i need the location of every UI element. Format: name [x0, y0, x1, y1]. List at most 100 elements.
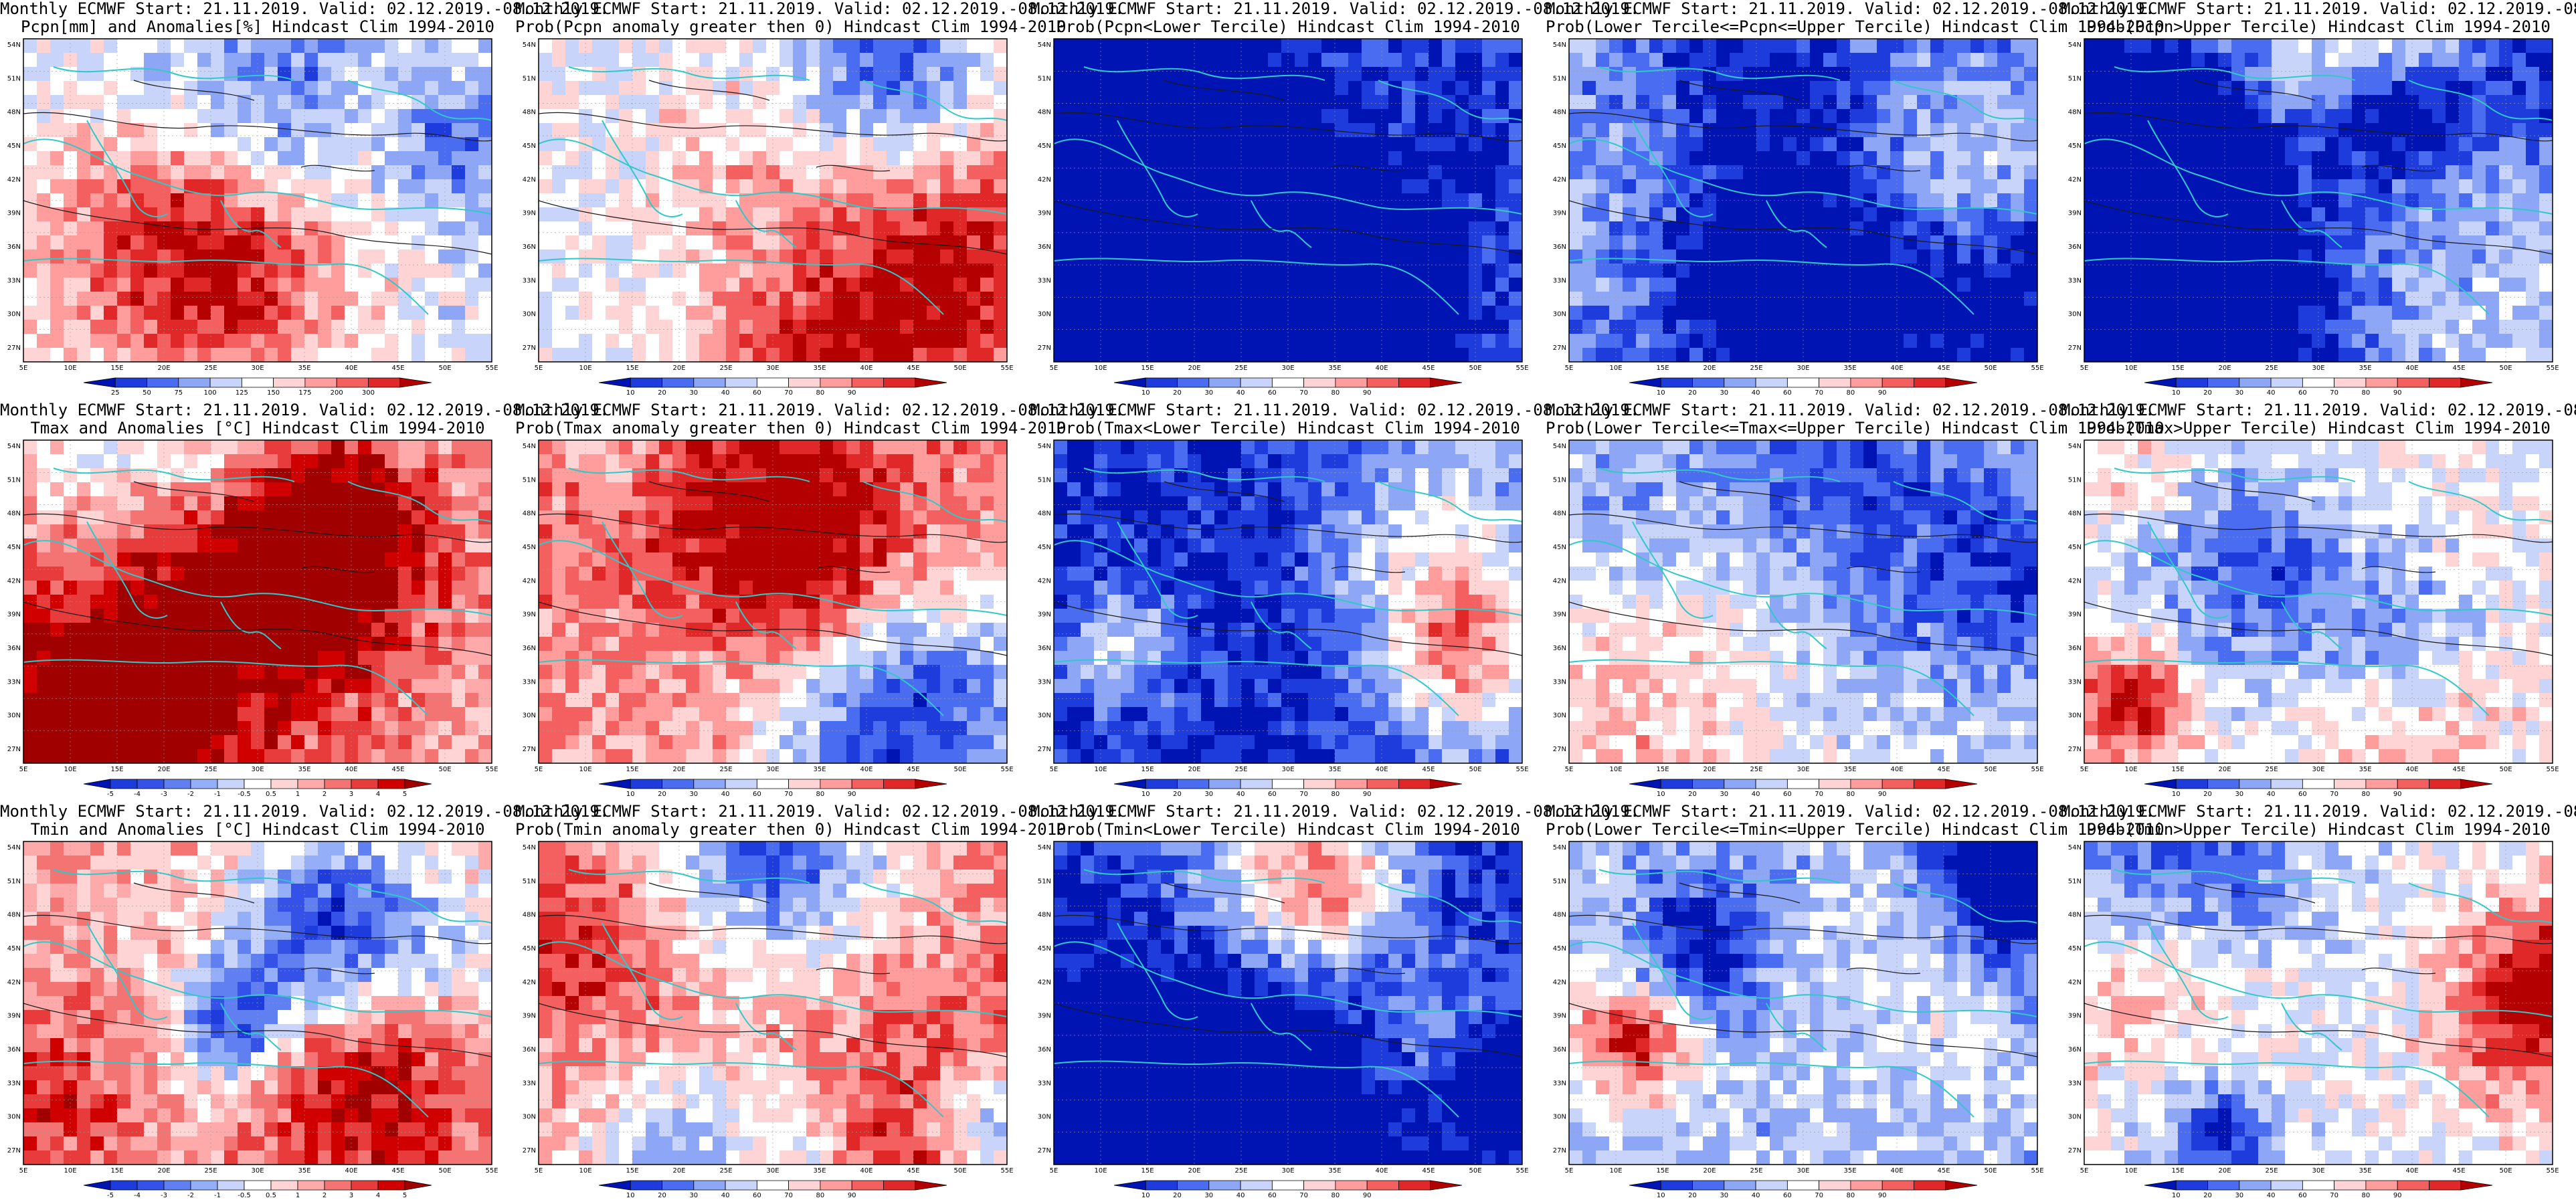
field-cell: [90, 53, 104, 68]
field-cell: [2178, 67, 2192, 82]
field-cell: [23, 623, 37, 637]
field-cell: [913, 179, 927, 194]
field-cell: [452, 95, 466, 110]
field-cell: [686, 306, 700, 320]
field-cell: [345, 637, 359, 651]
field-cell: [1455, 249, 1469, 264]
field-cell: [1281, 292, 1295, 306]
field-cell: [539, 249, 553, 264]
field-cell: [171, 524, 185, 539]
field-cell: [304, 278, 318, 292]
field-cell: [967, 179, 981, 194]
field-cell: [2379, 249, 2393, 264]
field-cell: [64, 637, 78, 651]
colorbar-label: 30: [2235, 389, 2243, 397]
field-cell: [1147, 264, 1162, 278]
field-cell: [144, 482, 158, 497]
field-cell: [264, 651, 278, 666]
field-cell: [2205, 292, 2219, 306]
field-cell: [713, 39, 727, 54]
field-cell: [23, 510, 37, 525]
field-cell: [77, 292, 91, 306]
field-cell: [117, 510, 131, 525]
field-cell: [632, 264, 646, 278]
field-cell: [806, 39, 820, 54]
field-cell: [1214, 151, 1228, 166]
field-cell: [144, 235, 158, 250]
field-cell: [1495, 334, 1509, 348]
field-cell: [592, 278, 606, 292]
field-cell: [238, 637, 252, 651]
field-cell: [398, 538, 412, 553]
field-cell: [2392, 67, 2406, 82]
field-cell: [1582, 151, 1596, 166]
field-cell: [659, 165, 673, 180]
field-cell: [130, 306, 145, 320]
field-cell: [726, 320, 740, 334]
field-cell: [358, 609, 372, 623]
field-cell: [1415, 292, 1429, 306]
field-cell: [1823, 221, 1837, 236]
field-cell: [1823, 165, 1837, 180]
field-cell: [592, 81, 606, 96]
field-cell: [1904, 39, 1918, 54]
field-cell: [900, 39, 914, 54]
field-cell: [1730, 207, 1744, 222]
field-cell: [1308, 151, 1322, 166]
field-cell: [2285, 292, 2299, 306]
field-cell: [197, 348, 211, 362]
field-cell: [846, 334, 860, 348]
field-cell: [833, 137, 847, 152]
field-cell: [1121, 137, 1135, 152]
field-cell: [1770, 165, 1784, 180]
field-cell: [1997, 221, 2011, 236]
field-cell: [1375, 320, 1389, 334]
field-cell: [1081, 123, 1095, 138]
field-cell: [2285, 165, 2299, 180]
field-cell: [238, 292, 252, 306]
field-cell: [2459, 151, 2473, 166]
coastline: [1083, 66, 1325, 81]
field-cell: [197, 510, 211, 525]
field-cell: [1308, 320, 1322, 334]
field-cell: [345, 292, 359, 306]
field-cell: [2392, 278, 2406, 292]
y-tick-label: 39N: [2068, 210, 2082, 217]
field-cell: [358, 553, 372, 567]
field-cell: [1649, 292, 1663, 306]
field-cell: [820, 320, 834, 334]
field-cell: [345, 665, 359, 680]
field-cell: [726, 67, 740, 82]
field-cell: [1067, 292, 1081, 306]
field-cell: [1957, 179, 1971, 194]
field-cell: [2405, 67, 2419, 82]
field-cell: [552, 292, 566, 306]
field-cell: [130, 623, 145, 637]
field-cell: [1482, 67, 1496, 82]
field-cell: [726, 123, 740, 138]
field-cell: [2379, 81, 2393, 96]
field-cell: [967, 53, 981, 68]
field-cell: [1877, 306, 1891, 320]
field-cell: [211, 665, 225, 680]
field-cell: [478, 334, 492, 348]
field-cell: [2178, 334, 2192, 348]
field-cell: [1429, 137, 1443, 152]
field-cell: [452, 193, 466, 208]
field-cell: [331, 553, 345, 567]
field-cell: [2312, 320, 2326, 334]
field-cell: [238, 207, 252, 222]
field-cell: [1121, 235, 1135, 250]
field-cell: [371, 95, 385, 110]
field-cell: [2205, 81, 2219, 96]
field-cell: [592, 306, 606, 320]
field-cell: [197, 665, 211, 680]
field-cell: [2165, 123, 2179, 138]
field-cell: [23, 609, 37, 623]
field-cell: [1308, 221, 1322, 236]
field-cell: [157, 665, 171, 680]
field-cell: [967, 306, 981, 320]
field-cell: [1970, 39, 1985, 54]
field-cell: [980, 249, 994, 264]
x-tick-label: 50E: [1984, 365, 1997, 372]
